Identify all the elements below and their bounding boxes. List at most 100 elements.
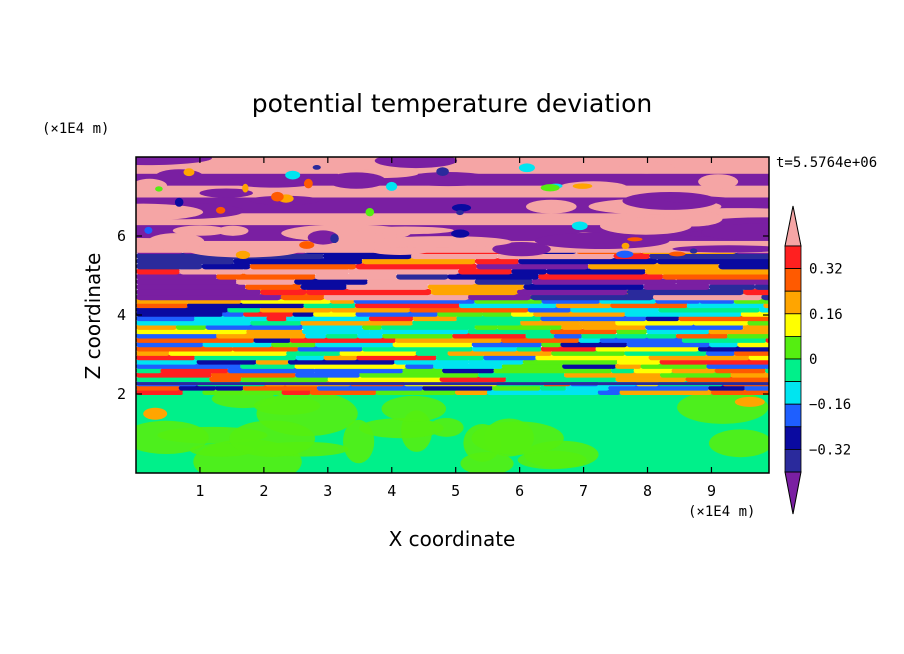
time-label: t=5.5764e+06 [776,155,877,171]
contour-band [178,385,217,391]
contour-band [530,294,654,301]
contour-band [633,367,673,374]
contour-band [610,302,688,309]
contour-band [136,389,184,395]
contour-band [474,324,498,330]
contour-band [222,311,245,317]
plot-area [136,157,769,473]
contour-band [435,354,485,361]
contour-band [316,385,424,391]
contour-band [136,359,198,365]
contour-band [395,337,503,343]
contour-band [323,354,358,361]
contour-band [187,243,301,258]
contour-band [339,350,417,356]
contour-band [560,341,628,348]
contour-band [476,263,589,270]
contour-band [747,320,769,326]
contour-band [582,324,647,330]
contour-band [299,241,315,249]
contour-band [501,337,580,343]
contour-band [706,363,769,369]
contour-band [626,341,711,348]
colorbar-swatch [784,268,802,292]
contour-band [271,191,284,202]
contour-band [136,311,224,317]
colorbar-swatch [784,290,802,315]
contour-band [250,320,302,326]
y-tick-label: 6 [117,227,126,245]
contour-band [645,315,680,322]
contour-band [374,157,458,169]
swirl [136,420,209,455]
contour-band [371,247,429,255]
contour-band [551,350,626,356]
contour-band [202,389,283,395]
contour-band [743,288,769,296]
x-axis-title: X coordinate [389,527,516,551]
contour-band [570,307,660,313]
colorbar-swatch [784,358,802,383]
contour-band [381,324,476,330]
contour-band [415,350,449,356]
contour-band [240,363,296,369]
contour-band [136,157,212,166]
contour-band [302,324,364,330]
contour-band [202,341,273,348]
colorbar: 0.32 0.16 0 −0.16 −0.32 [784,205,851,515]
contour-band [734,350,769,356]
contour-band [467,328,552,335]
contour-band [618,161,675,174]
contour-band [136,372,212,378]
contour-band [710,389,769,395]
contour-band [281,389,311,395]
contour-band [182,389,204,395]
contour-band [763,302,769,309]
contour-band [327,172,386,189]
contour-band [520,320,580,326]
contour-band [436,167,449,176]
contour-band [136,376,211,382]
contour-band [305,288,432,296]
colorbar-label: −0.16 [809,397,851,413]
contour-band [656,258,769,265]
contour-band [587,263,720,270]
contour-band [260,288,307,296]
contour-band [608,385,710,391]
contour-band [411,252,499,260]
contour-band [215,206,226,214]
contour-band [659,372,732,378]
contour-band [196,359,257,365]
contour-band [355,263,478,270]
contour-band [439,376,507,382]
contour-band [678,315,769,322]
x-ticks: 1 2 3 4 5 6 7 8 9 [195,157,716,500]
contour-band [599,217,692,235]
contour-band [644,268,769,275]
contour-band [578,337,601,343]
contour-band [136,315,196,322]
contour-band [468,359,524,365]
contour-band [474,278,533,285]
colorbar-swatch [784,426,802,450]
contour-band [242,183,249,193]
contour-band [541,341,562,348]
x-tick-label: 6 [515,482,524,500]
contour-band [659,359,769,365]
contour-band [616,328,648,335]
colorbar-bottom-arrow [784,471,802,515]
contour-band [361,258,476,265]
contour-band [242,385,318,391]
contour-band [367,278,476,285]
x-tick-label: 4 [387,482,396,500]
contour-band [714,367,767,374]
contour-band [394,359,470,365]
contour-band [323,294,470,301]
contour-band [136,382,769,386]
contour-band [483,354,537,361]
contour-band [689,248,698,254]
contour-band [740,311,769,317]
contour-band [562,363,617,369]
contour-band [303,178,313,189]
contour-band [136,333,218,339]
